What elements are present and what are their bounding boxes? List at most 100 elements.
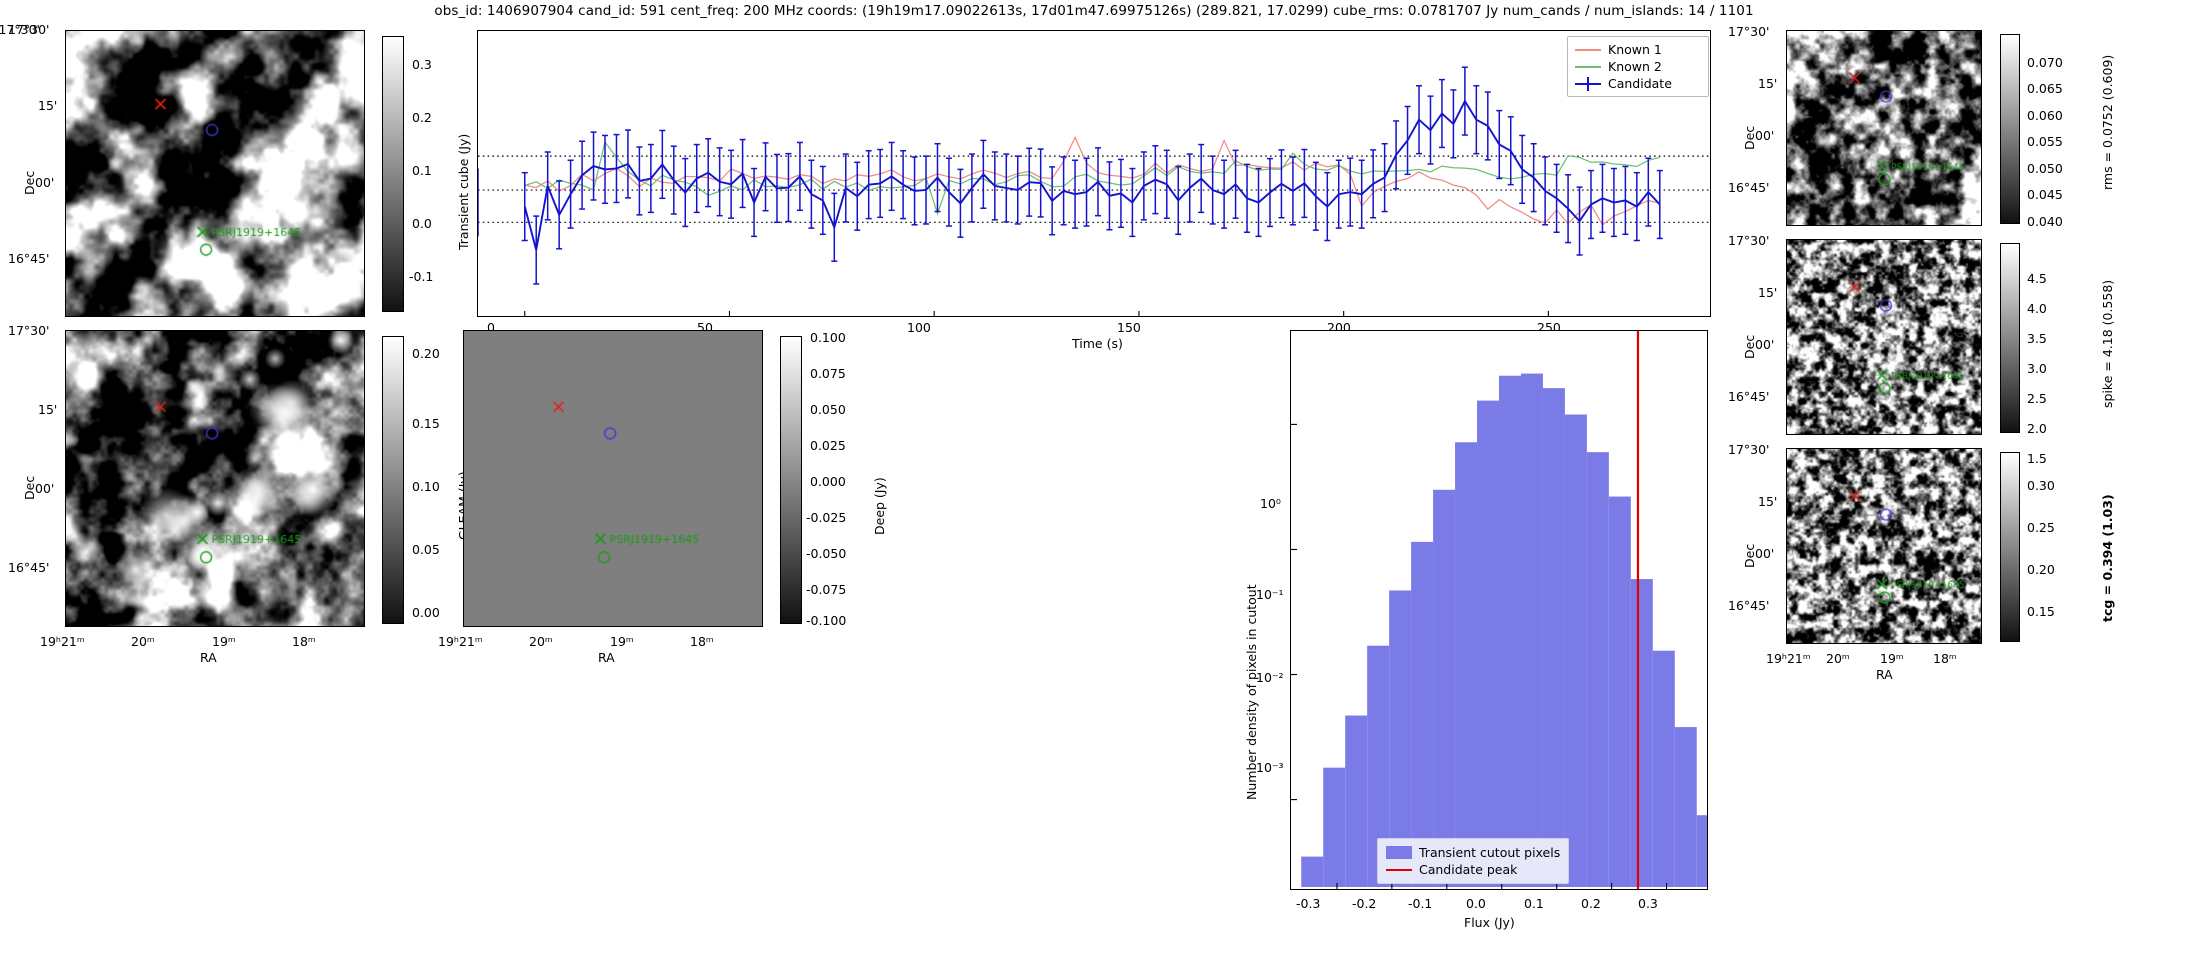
tc-ytick-3: 16°45'	[8, 251, 50, 266]
tccb-tick-2: 0.1	[412, 163, 432, 178]
glcb-tick-2: 0.10	[412, 479, 440, 494]
lc-xtick-0: 0	[487, 320, 495, 335]
dpcb-tick-1: 0.075	[810, 366, 846, 381]
gleam-colorbar[interactable]	[382, 336, 404, 624]
legend-label-known1: Known 1	[1608, 42, 1662, 57]
transient-cube-image[interactable]	[65, 30, 365, 317]
legend-item-known2[interactable]: Known 2	[1575, 58, 1701, 75]
tcg-colorbar[interactable]	[2000, 452, 2020, 642]
gleam-image[interactable]	[65, 330, 365, 627]
tccb-tick-3: 0.0	[412, 216, 432, 231]
legend-label-known2: Known 2	[1608, 59, 1662, 74]
hs-xlabel: Flux (Jy)	[1464, 915, 1515, 930]
rmscb-tick-6: 0.040	[2027, 214, 2063, 229]
hist-peak-swatch	[1386, 868, 1412, 871]
glcb-tick-0: 0.20	[412, 346, 440, 361]
hs-ytick-1: 10⁻¹	[1256, 587, 1284, 602]
spkcb-tick-3: 3.0	[2027, 361, 2047, 376]
dpcb-tick-8: -0.100	[806, 613, 847, 628]
deep-colorbar[interactable]	[780, 336, 802, 624]
gl-xtick-3: 18ᵐ	[292, 634, 316, 649]
hist-legend-peak[interactable]: Candidate peak	[1386, 861, 1560, 878]
tcg-image[interactable]	[1786, 448, 1982, 644]
gleam-canvas	[66, 331, 364, 626]
tcg-xlabel: RA	[1876, 667, 1893, 682]
spk-ylabel: Dec	[1742, 334, 1757, 359]
hs-xtick-1: -0.2	[1352, 896, 1377, 911]
transient-cube-colorbar[interactable]	[382, 36, 404, 312]
hs-xtick-2: -0.1	[1408, 896, 1433, 911]
rmscb-tick-0: 0.070	[2027, 55, 2063, 70]
gl-ytick-2: 00'	[35, 481, 55, 496]
glcb-tick-3: 0.05	[412, 542, 440, 557]
lc-xlabel: Time (s)	[1072, 336, 1123, 351]
rms-ylabel: Dec	[1742, 125, 1757, 150]
gl-ylabel: Dec	[22, 475, 37, 500]
dpcb-tick-5: -0.025	[806, 510, 847, 525]
tcgcb-tick-0: 0.30	[2027, 478, 2055, 493]
spkcb-tick-0: 4.5	[2027, 271, 2047, 286]
spk-ytick-0: 17°30'	[1728, 233, 1770, 248]
spike-colorbar[interactable]	[2000, 243, 2020, 433]
tcg-xtick-2: 19ᵐ	[1880, 651, 1904, 666]
flux-histogram[interactable]	[1290, 330, 1708, 890]
dpcb-label: Deep (Jy)	[872, 477, 887, 535]
rms-colorbar[interactable]	[2000, 34, 2020, 224]
tc-ytick-0: 17°30'	[8, 22, 50, 37]
rmscb-tick-2: 0.060	[2027, 108, 2063, 123]
dpcb-tick-6: -0.050	[806, 546, 847, 561]
rms-ytick-0: 17°30'	[1728, 24, 1770, 39]
hs-ylabel: Number density of pixels in cutout	[1244, 584, 1259, 800]
deep-image[interactable]	[463, 330, 763, 627]
glcb-tick-4: 0.00	[412, 605, 440, 620]
hs-xtick-5: 0.2	[1581, 896, 1601, 911]
gl-xlabel: RA	[200, 650, 217, 665]
spkcb-tick-1: 4.0	[2027, 301, 2047, 316]
tcg-xtick-1: 20ᵐ	[1826, 651, 1850, 666]
dp-xtick-1: 20ᵐ	[529, 634, 553, 649]
spkcb-tick-5: 2.0	[2027, 421, 2047, 436]
tc-ylabel: Dec	[22, 170, 37, 195]
dp-xtick-0: 19ʰ21ᵐ	[438, 634, 483, 649]
dpcb-tick-0: 0.100	[810, 330, 846, 345]
lightcurve-legend[interactable]: Known 1 Known 2 Candidate	[1567, 36, 1709, 97]
spkcb-label: spike = 4.18 (0.558)	[2100, 279, 2115, 408]
legend-label-candidate: Candidate	[1608, 76, 1672, 91]
tcgcb-label: tcg = 0.394 (1.03)	[2100, 494, 2115, 622]
tcg-canvas	[1787, 449, 1981, 643]
spike-image[interactable]	[1786, 239, 1982, 435]
gl-ytick-3: 16°45'	[8, 560, 50, 575]
hist-legend-label-pixels: Transient cutout pixels	[1419, 845, 1561, 860]
figure-title: obs_id: 1406907904 cand_id: 591 cent_fre…	[434, 3, 1754, 19]
gl-ytick-0: 17°30'	[8, 323, 50, 338]
hs-xtick-3: 0.0	[1466, 896, 1486, 911]
tcg-xtick-0: 19ʰ21ᵐ	[1766, 651, 1811, 666]
known2-swatch	[1575, 65, 1601, 68]
lc-xtick-2: 100	[907, 320, 931, 335]
tcg-ytick-1: 15'	[1758, 494, 1778, 509]
rms-canvas	[1787, 31, 1981, 225]
rms-ytick-1: 15'	[1758, 76, 1778, 91]
hist-legend-pixels[interactable]: Transient cutout pixels	[1386, 844, 1560, 861]
lightcurve-svg	[478, 66, 1710, 316]
lightcurve-plot[interactable]	[477, 30, 1711, 317]
tcg-ytick-3: 16°45'	[1728, 598, 1770, 613]
gl-xtick-2: 19ᵐ	[212, 634, 236, 649]
legend-item-candidate[interactable]: Candidate	[1575, 75, 1701, 92]
rmscb-tick-4: 0.050	[2027, 161, 2063, 176]
spkcb-tick-4: 2.5	[2027, 391, 2047, 406]
hs-xtick-4: 0.1	[1524, 896, 1544, 911]
dpcb-tick-4: 0.000	[810, 474, 846, 489]
legend-item-known1[interactable]: Known 1	[1575, 41, 1701, 58]
tcg-ytick-2: 00'	[1755, 546, 1775, 561]
tccb-label: Transient cube (Jy)	[456, 133, 471, 250]
candidate-swatch	[1575, 76, 1601, 91]
hs-ytick-3: 10⁻³	[1256, 760, 1284, 775]
histogram-legend[interactable]: Transient cutout pixels Candidate peak	[1377, 838, 1570, 884]
spkcb-tick-2: 3.5	[2027, 331, 2047, 346]
tcgcb-tick-3: 0.15	[2027, 604, 2055, 619]
dp-xtick-3: 18ᵐ	[690, 634, 714, 649]
tc-ytick-1: 15'	[38, 98, 58, 113]
gl-ytick-1: 15'	[38, 402, 58, 417]
rms-image[interactable]	[1786, 30, 1982, 226]
